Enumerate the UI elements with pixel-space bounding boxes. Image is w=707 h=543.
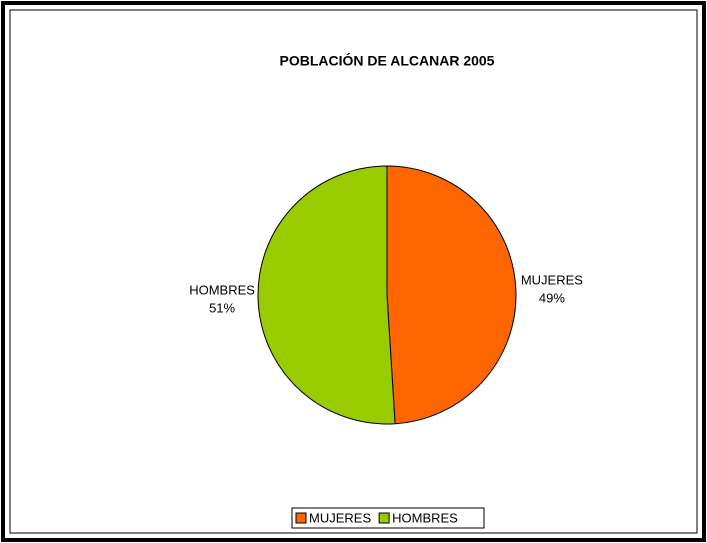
slice-value-label: 51% [209, 301, 235, 316]
slice-value-label: 49% [539, 290, 565, 305]
legend-label: HOMBRES [392, 510, 458, 525]
inner-frame [9, 9, 698, 534]
legend-swatch [378, 512, 390, 524]
legend-swatch [295, 512, 307, 524]
legend-label: MUJERES [309, 510, 371, 525]
slice-label: HOMBRES [189, 283, 255, 298]
slice-label: MUJERES [521, 272, 583, 287]
chart-title: POBLACIÓN DE ALCANAR 2005 [280, 52, 495, 69]
pie-slice [386, 165, 517, 425]
pie-slice [257, 165, 396, 425]
